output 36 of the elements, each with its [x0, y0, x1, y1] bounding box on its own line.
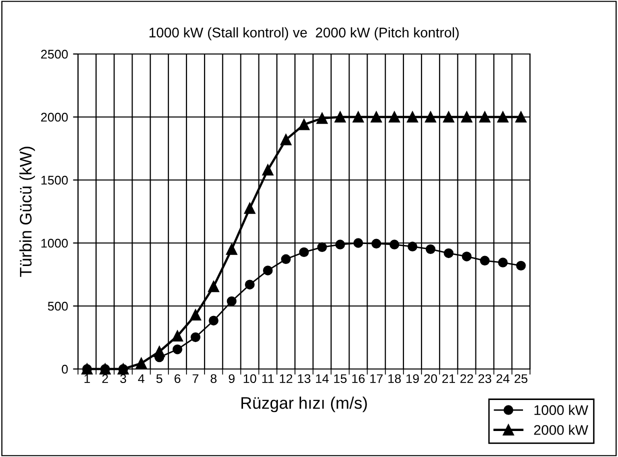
x-tick-label: 4 [138, 374, 144, 383]
y-tick-label: 0 [62, 364, 68, 374]
x-tick-label: 18 [388, 374, 401, 384]
x-tick-label: 14 [316, 374, 329, 383]
x-tick-label: 11 [262, 374, 274, 383]
y-axis-title: Türbin Gücü (kW) [19, 146, 35, 277]
x-tick-label: 2 [102, 374, 108, 383]
x-axis-title: Rüzgar hızı (m/s) [241, 396, 367, 412]
x-tick-label: 21 [442, 374, 455, 383]
x-tick-label: 15 [334, 374, 347, 384]
legend-label: 1000 kW [534, 404, 588, 416]
x-tick-label: 9 [228, 374, 235, 384]
x-tick-label: 1 [84, 374, 90, 383]
chart-title: 1000 kW (Stall kontrol) ve 2000 kW (Pitch kontrol) [150, 27, 459, 40]
y-tick-label: 1000 [41, 238, 68, 248]
x-tick-label: 13 [298, 374, 310, 384]
x-tick-label: 22 [460, 374, 474, 383]
x-tick-label: 23 [478, 374, 492, 384]
x-tick-label: 19 [406, 374, 419, 384]
x-tick-label: 10 [244, 374, 256, 384]
y-tick-label: 2000 [41, 112, 68, 122]
x-tick-label: 3 [120, 374, 126, 384]
y-tick-label: 500 [48, 302, 68, 311]
x-tick-label: 16 [352, 374, 365, 384]
y-tick-label: 2500 [41, 50, 68, 59]
x-tick-label: 8 [210, 374, 217, 384]
x-tick-label: 17 [370, 374, 383, 383]
x-tick-label: 20 [424, 374, 438, 384]
x-tick-label: 7 [192, 374, 198, 383]
x-tick-label: 6 [174, 374, 180, 384]
x-tick-label: 5 [156, 374, 162, 384]
y-tick-label: 1500 [41, 176, 68, 185]
x-tick-label: 12 [280, 374, 292, 383]
legend-label: 2000 kW [534, 424, 588, 435]
x-tick-label: 24 [496, 374, 510, 383]
x-tick-label: 25 [514, 374, 528, 384]
